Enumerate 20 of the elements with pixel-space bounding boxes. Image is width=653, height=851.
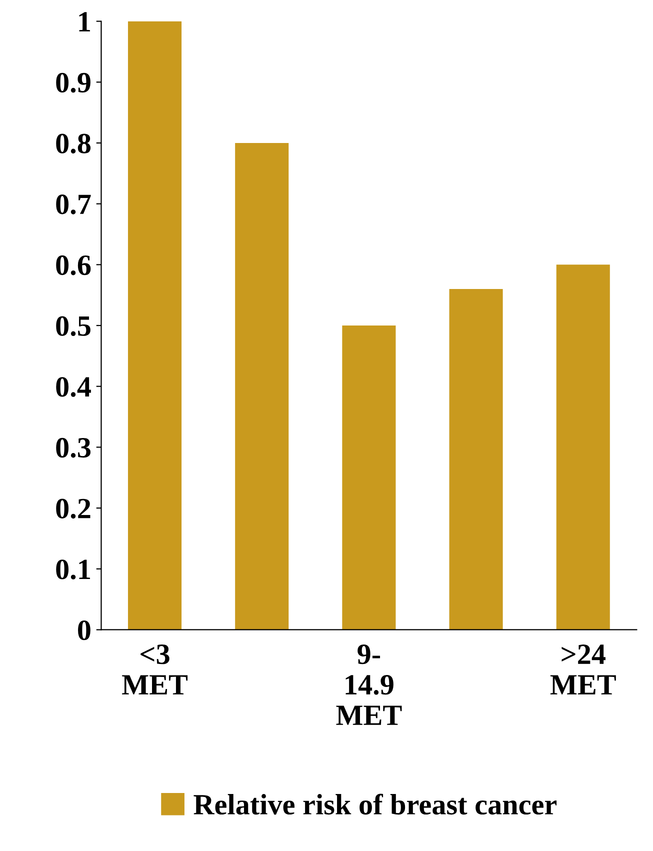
- y-tick-label: 0.2: [56, 498, 90, 519]
- x-tick-label: <3 MET: [122, 644, 188, 694]
- x-tick-label: 9- 14.9 MET: [336, 644, 402, 725]
- y-tick-label: 1: [79, 12, 90, 32]
- bar: [128, 21, 182, 630]
- bar: [556, 264, 610, 630]
- bar: [235, 142, 289, 630]
- y-tick-label: 0.3: [56, 438, 90, 458]
- y-tick-label: 0.8: [56, 134, 91, 154]
- y-tick-label: 0.5: [56, 316, 90, 336]
- y-tick-label: 0: [78, 620, 90, 640]
- legend-label: Relative risk of breast cancer: [194, 794, 557, 815]
- y-tick-label: 0.4: [56, 377, 91, 397]
- x-tick-label: >24 MET: [550, 644, 616, 694]
- y-tick-label: 0.6: [56, 255, 91, 276]
- y-tick-label: 0.1: [56, 560, 90, 580]
- bar: [449, 289, 503, 630]
- y-tick-label: 0.9: [56, 72, 90, 93]
- bar: [342, 326, 396, 630]
- y-tick-label: 0.7: [56, 194, 91, 214]
